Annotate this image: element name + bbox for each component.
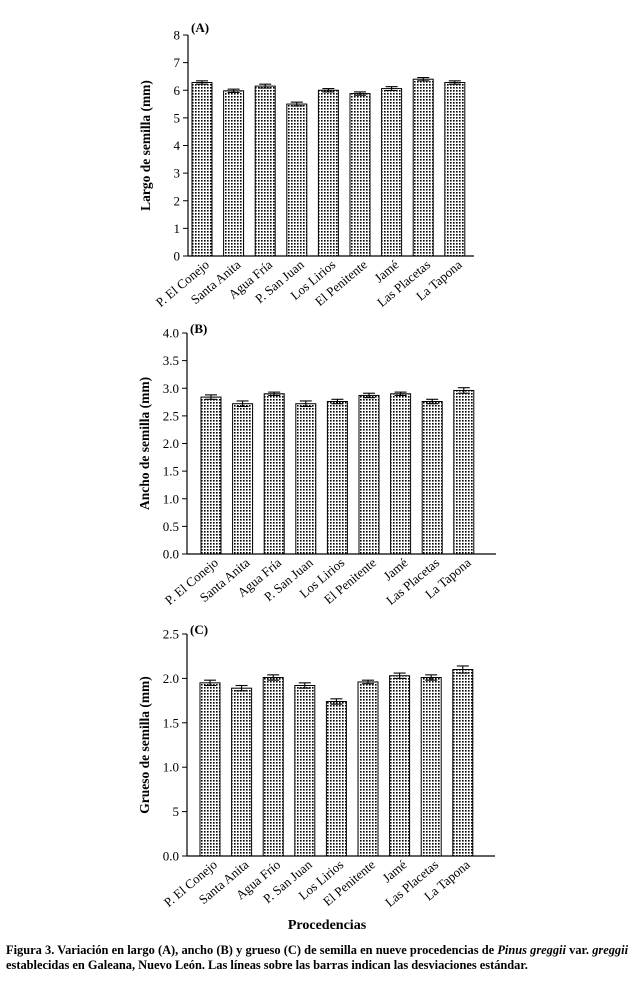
bar [317,89,339,257]
y-tick-label: 8 [174,28,181,43]
x-axis-label: Procedencias [288,918,367,933]
y-tick-label: 7 [174,55,181,70]
y-axis-label: Grueso de semilla (mm) [137,676,152,814]
bar [358,394,380,555]
caption-species: Pinus greggii [497,943,566,957]
y-tick-label: 2.5 [163,627,179,642]
bar [191,82,213,257]
bar [390,393,412,555]
bar [294,685,316,857]
y-tick-label: 2.0 [163,436,179,451]
caption-middle: var. [565,943,593,957]
y-tick-label: 3.0 [163,381,179,396]
y-tick-label: 1.0 [163,760,179,775]
y-axis-label: Largo de semilla (mm) [138,80,153,211]
bar [231,687,253,857]
bar [412,78,434,257]
y-tick-label: 2.5 [163,408,179,423]
y-tick-label: 2.0 [163,671,179,686]
bar [444,82,466,257]
y-tick-label: 1 [174,221,181,236]
bar [286,103,308,257]
bar [232,403,254,555]
y-tick-label: 0.0 [163,547,179,562]
y-tick-label: 5 [173,804,180,819]
y-tick-label: 3.5 [163,353,179,368]
y-tick-label: 2 [174,193,181,208]
y-tick-label: 0.0 [163,849,179,864]
bar [262,677,284,857]
bar [325,700,347,857]
y-tick-label: 4.0 [163,326,179,341]
bar [389,675,411,857]
panel-label: (A) [191,20,209,35]
bar [223,90,245,257]
bar [420,677,442,857]
chart-panel-2: 0.0 0.5 1.0 1.5 2.0 2.5 3.0 3.5 4.0 Ancho de semi… [137,321,496,608]
y-tick-label: 1.0 [163,491,179,506]
panel-label: (C) [190,622,208,637]
figure-caption: Figura 3. Variación en largo (A), ancho … [6,943,628,973]
caption-prefix: Figura 3. Variación en largo (A), ancho … [6,943,498,957]
bar [200,396,222,555]
y-tick-label: 1.5 [163,715,179,730]
bar [349,93,371,257]
bar [199,682,221,857]
y-tick-label: 1.5 [163,464,179,479]
y-tick-label: 3 [174,166,181,181]
bar [357,681,379,857]
y-tick-label: 0.5 [163,519,179,534]
bar [295,403,317,555]
y-tick-label: 6 [174,83,181,98]
y-tick-label: 4 [174,138,181,153]
bar [452,669,474,857]
bar [381,88,403,257]
y-tick-label: 0 [174,249,181,264]
y-tick-label: 5 [174,110,181,125]
y-axis-label: Ancho de semilla (mm) [137,377,152,510]
bar [453,389,475,555]
bar [254,85,276,257]
caption-suffix: establecidas en Galeana, Nuevo León. Las… [6,958,528,972]
bar [326,401,348,555]
chart-panel-3: 0.0 5 1.0 1.5 2.0 2.5 Grueso de semilla (mm) (C… [137,622,495,933]
panel-label: (B) [190,321,207,336]
bar [263,393,285,555]
caption-variety: greggii [592,943,629,957]
bar [421,401,443,555]
